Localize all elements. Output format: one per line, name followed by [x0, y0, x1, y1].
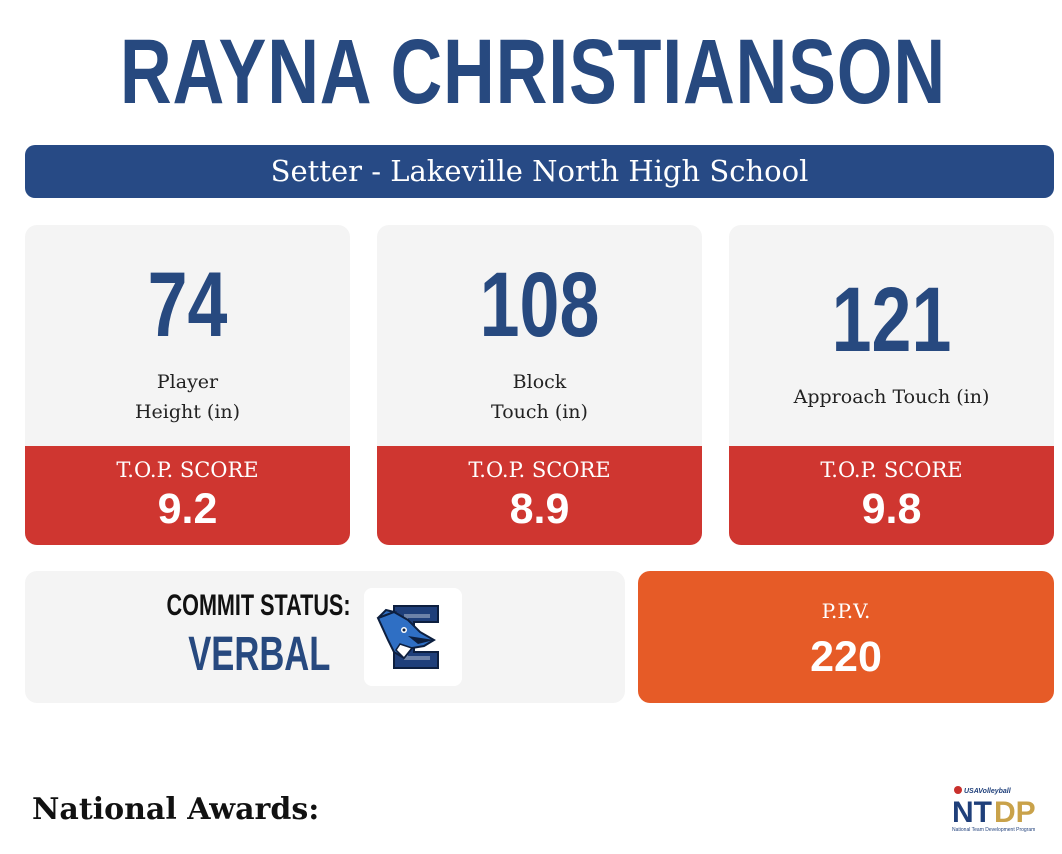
ntdp-top-text: USAVolleyball	[964, 788, 1012, 795]
stat-label-line: Block	[512, 371, 567, 393]
stat-label: Approach Touch (in)	[729, 382, 1054, 412]
position-school-bar: Setter - Lakeville North High School	[25, 145, 1054, 198]
top-score-box: T.O.P. SCORE 9.2	[25, 446, 350, 545]
top-score-label: T.O.P. SCORE	[468, 458, 611, 482]
player-name: RAYNA CHRISTIANSON	[119, 21, 947, 123]
ntdp-letters-blue: NT	[952, 796, 992, 829]
stat-card-block-touch: 108 Block Touch (in) T.O.P. SCORE 8.9	[377, 225, 702, 545]
ppv-card: P.P.V. 220	[638, 571, 1054, 703]
stat-value: 108	[479, 254, 600, 356]
commit-status-value: VERBAL	[187, 628, 330, 681]
top-score-value: 9.2	[157, 485, 218, 533]
top-score-box: T.O.P. SCORE 9.8	[729, 446, 1054, 545]
top-score-label: T.O.P. SCORE	[116, 458, 259, 482]
commit-status-card: COMMIT STATUS: VERBAL	[25, 571, 625, 703]
ntdp-logo-icon: USAVolleyball NT DP National Team Develo…	[950, 784, 1046, 834]
ntdp-letters-gold: DP	[994, 796, 1036, 829]
stat-label-line: Height (in)	[134, 401, 241, 423]
stat-card-approach-touch: 121 Approach Touch (in) T.O.P. SCORE 9.8	[729, 225, 1054, 545]
top-score-value: 8.9	[509, 485, 570, 533]
stat-label: Block Touch (in)	[377, 367, 702, 427]
national-awards-heading: National Awards:	[32, 792, 320, 827]
ppv-value: 220	[810, 633, 882, 681]
top-score-label: T.O.P. SCORE	[820, 458, 963, 482]
stat-label-line: Touch (in)	[491, 401, 588, 423]
stat-value: 74	[147, 254, 228, 356]
stat-value: 121	[831, 269, 952, 371]
top-score-value: 9.8	[861, 485, 922, 533]
stat-label: Player Height (in)	[25, 367, 350, 427]
stat-label-line: Player	[156, 371, 219, 393]
stat-label-line: Approach Touch (in)	[793, 386, 990, 408]
commit-status-label: COMMIT STATUS:	[167, 589, 351, 622]
ntdp-caption: National Team Development Program	[952, 827, 1035, 833]
ppv-label: P.P.V.	[821, 599, 871, 623]
stat-card-height: 74 Player Height (in) T.O.P. SCORE 9.2	[25, 225, 350, 545]
bluejay-logo-icon	[364, 588, 462, 686]
top-score-box: T.O.P. SCORE 8.9	[377, 446, 702, 545]
